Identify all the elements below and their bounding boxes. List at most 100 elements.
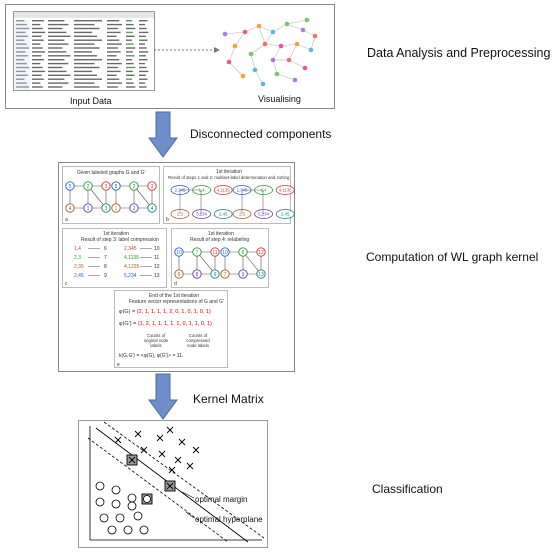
panel-d-title-1: 1st iteration xyxy=(208,231,234,237)
panel-e-letter: e xyxy=(117,362,120,368)
sheet-cell xyxy=(48,86,63,88)
sheet-cell xyxy=(48,27,63,30)
sheet-cell xyxy=(126,47,136,49)
graph-node xyxy=(210,247,220,257)
multiset-node xyxy=(213,185,233,195)
network-node xyxy=(284,21,290,27)
graph-node xyxy=(65,181,75,191)
circle-point xyxy=(127,493,137,503)
panel-e-title-1: End of the 1st iteration xyxy=(149,293,200,299)
graph-node xyxy=(192,269,202,279)
sheet-cell xyxy=(48,82,69,84)
sheet-cell xyxy=(16,47,30,49)
network-edge xyxy=(258,25,274,33)
vector-g: φ(G) = (2, 1, 1, 1, 1, 2, 0, 1, 0, 1, 0,… xyxy=(119,309,211,315)
sheet-cell xyxy=(32,27,43,30)
multiset-node-label: 1,4 xyxy=(261,188,268,193)
sheet-cell xyxy=(32,47,43,49)
sheet-cell xyxy=(139,39,148,41)
sheet-cell xyxy=(16,86,30,88)
sheet-cell xyxy=(107,59,120,61)
sheet-cell xyxy=(16,35,28,37)
sheet-cell xyxy=(32,31,46,34)
compression-cell: 4,1235 xyxy=(124,264,140,270)
graph-node xyxy=(220,247,230,257)
sheet-cell xyxy=(139,74,146,76)
panel-b-title-2: Result of steps 1 and 2: multiset-label … xyxy=(168,175,290,180)
multiset-node xyxy=(275,185,295,195)
multiset-node-label: 2,45 xyxy=(219,212,228,217)
multiset-node-label: 2,45 xyxy=(281,212,290,217)
sheet-cell xyxy=(126,78,132,80)
sheet-cell xyxy=(74,74,97,76)
svm-classification-plot xyxy=(87,421,265,543)
sheet-cell xyxy=(48,70,67,73)
sheet-cell xyxy=(16,55,28,57)
graph-node-label: 10 xyxy=(176,250,182,256)
kernel-formula: k(G,G') = <φ(G), φ(G')> = 11. xyxy=(119,353,184,359)
network-edge xyxy=(264,43,282,47)
graph-node xyxy=(65,203,75,213)
support-vector-cross-mark xyxy=(166,482,174,490)
arrow1-label: Disconnected components xyxy=(190,127,332,141)
circle-point xyxy=(99,513,109,523)
panel-c-title-1: 1st iteration xyxy=(103,231,129,237)
network-edge xyxy=(224,31,246,35)
sheet-cell xyxy=(74,78,102,80)
panel-c-letter: c xyxy=(65,281,68,287)
sheet-cell xyxy=(16,51,26,53)
optimal-margin-label: optimal margin xyxy=(195,495,248,504)
graph-node-label: 4 xyxy=(69,206,72,212)
network-node xyxy=(294,41,300,47)
cross-point xyxy=(186,462,194,470)
sheet-cell xyxy=(107,86,118,88)
sheet-cell xyxy=(48,59,65,61)
graph-node xyxy=(111,181,121,191)
sheet-cell xyxy=(48,55,71,57)
sheet-cell xyxy=(48,35,71,37)
graph-node xyxy=(147,181,157,191)
graph-node-label: 3 xyxy=(151,184,154,190)
sheet-cell xyxy=(139,27,147,30)
sheet-cell xyxy=(107,23,122,26)
cross-point xyxy=(140,446,148,454)
compression-cell: 2,35 xyxy=(74,264,84,270)
network-node xyxy=(308,47,314,53)
multiset-node-label: 5,234 xyxy=(258,212,269,217)
sheet-cell xyxy=(16,66,30,69)
sheet-cell xyxy=(126,62,134,65)
sheet-highlight-column xyxy=(14,20,30,90)
sheet-cell xyxy=(74,35,97,37)
sheet-cell xyxy=(74,20,102,22)
panel-a-given-graphs: Given labeled graphs G and G' a xyxy=(62,166,160,224)
sheet-cell xyxy=(139,70,149,73)
sheet-cell xyxy=(32,23,41,26)
sheet-cell xyxy=(32,39,44,41)
multiset-node xyxy=(254,209,273,219)
network-edge xyxy=(288,59,306,69)
sheet-cell xyxy=(48,74,71,76)
panel-d-title-2: Result of step 4: relabeling xyxy=(190,237,250,243)
multiset-node-label: 4,1135 xyxy=(217,188,230,193)
graph-node-label: 7 xyxy=(224,272,227,278)
compression-cell: 1,4 xyxy=(74,246,81,252)
circle-point xyxy=(107,525,117,535)
multiset-node-label: 2,3 xyxy=(177,212,184,217)
vector-g-prime-values: (1, 2, 1, 1, 1, 1, 1, 0, 1, 1, 0, 1) xyxy=(137,321,212,327)
graph-node xyxy=(129,203,139,213)
sheet-cell xyxy=(16,82,27,84)
compression-cell: 8 xyxy=(104,264,107,270)
sheet-cell xyxy=(126,70,133,73)
input-data-spreadsheet xyxy=(13,11,155,91)
graph-edge xyxy=(242,251,262,275)
network-node xyxy=(240,73,246,79)
sheet-cell xyxy=(32,55,42,57)
graph-node xyxy=(83,203,93,213)
sheet-cell xyxy=(48,47,63,49)
sheet-cell xyxy=(139,66,147,69)
panel-a-graphs: 5 2 3 4 1 3 5 2 3 1 2 4 xyxy=(65,181,157,213)
sheet-cell xyxy=(126,39,132,41)
panel-e-feature-vectors: End of the 1st iteration Feature vector … xyxy=(114,290,228,368)
graph-node-label: 13 xyxy=(258,272,264,278)
arrow2-label: Kernel Matrix xyxy=(193,392,264,406)
